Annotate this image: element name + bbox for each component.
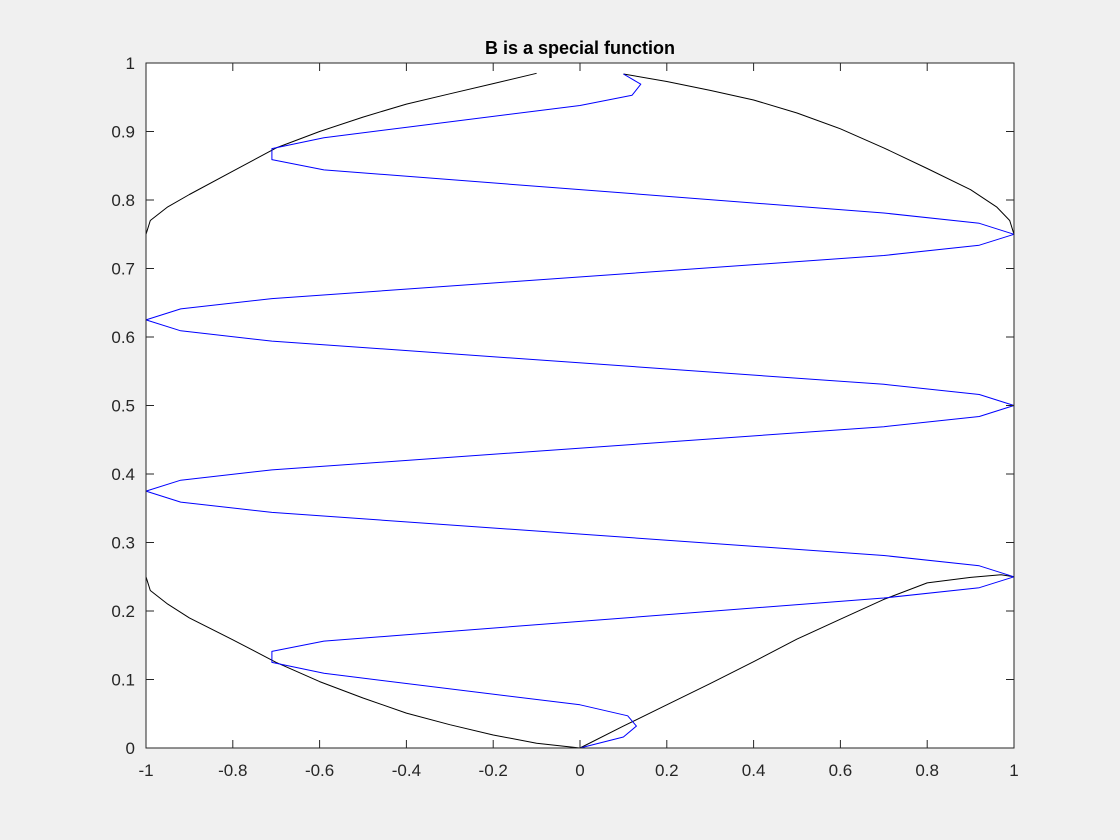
series-line-3 xyxy=(145,73,1015,749)
y-tick-label: 0.8 xyxy=(111,191,135,210)
ticks-layer: -1 -0.8 -0.6 -0.4 -0.2 0 0.2 0.4 0.6 0.8 1 0 0.1 0.2 0… xyxy=(111,54,1018,780)
x-tick-label: 1 xyxy=(1009,761,1018,780)
series-line-1 xyxy=(145,576,581,749)
y-tick-label: 0.1 xyxy=(111,671,135,690)
x-tick-label: -0.4 xyxy=(392,761,421,780)
x-tick-label: -0.8 xyxy=(218,761,247,780)
y-tick-label: 0.2 xyxy=(111,602,135,621)
y-tick-label: 0.7 xyxy=(111,260,135,279)
axes-background xyxy=(146,63,1014,748)
x-tick-label: 0.4 xyxy=(742,761,766,780)
x-tick-label: 0.6 xyxy=(829,761,853,780)
x-tick-label: 0.8 xyxy=(915,761,939,780)
x-tick-label: -0.2 xyxy=(479,761,508,780)
y-tick-label: 0.4 xyxy=(111,465,135,484)
x-tick-label: -0.6 xyxy=(305,761,334,780)
y-tick-label: 0 xyxy=(126,739,135,758)
y-tick-label: 0.3 xyxy=(111,534,135,553)
y-tick-label: 0.6 xyxy=(111,328,135,347)
x-tick-label: 0.2 xyxy=(655,761,679,780)
y-tick-label: 0.5 xyxy=(111,397,135,416)
x-tick-label: -1 xyxy=(138,761,153,780)
y-tick-label: 1 xyxy=(126,54,135,73)
series-line-2 xyxy=(145,72,537,235)
chart-title: B is a special function xyxy=(485,38,675,58)
y-tick-label: 0.9 xyxy=(111,123,135,142)
x-tick-label: 0 xyxy=(575,761,584,780)
